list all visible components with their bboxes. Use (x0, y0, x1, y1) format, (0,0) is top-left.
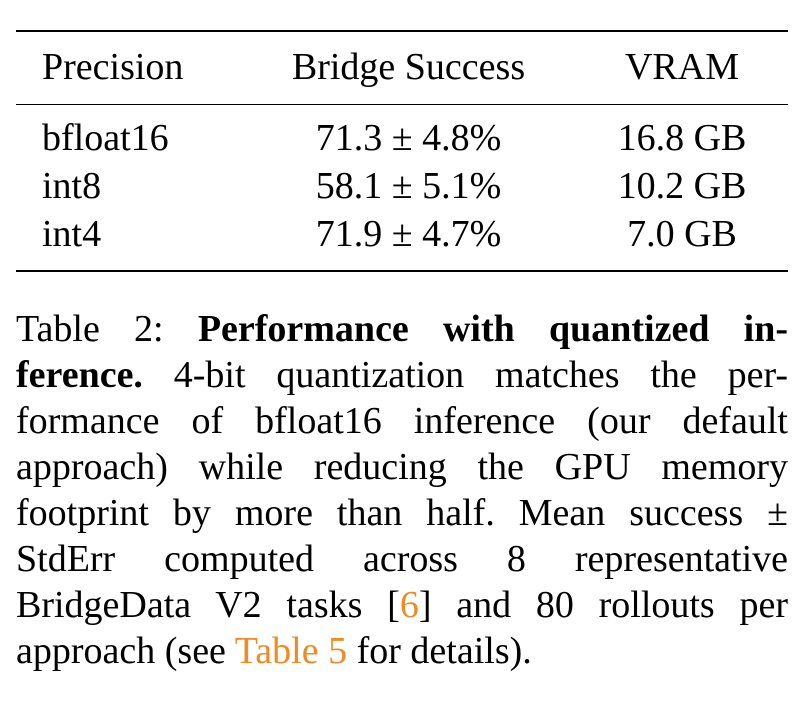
table-row: int8 58.1 ± 5.1% 10.2 GB (16, 162, 788, 210)
success-cell: 71.3 ± 4.8% (315, 117, 502, 159)
header-precision: Precision (42, 46, 184, 88)
table-5-link[interactable]: Table 5 (234, 630, 348, 672)
caption-label: Table 2: (16, 308, 164, 350)
vram-cell: 10.2 GB (617, 165, 747, 207)
table-caption: Table 2: Performance with quantized in-f… (16, 306, 788, 674)
table-top-rule (16, 30, 788, 32)
precision-cell: bfloat16 (42, 117, 169, 159)
caption-text-3: for details). (347, 630, 532, 672)
table-row: bfloat16 71.3 ± 4.8% 16.8 GB (16, 114, 788, 162)
table-body: bfloat16 71.3 ± 4.8% 16.8 GB int8 58.1 ±… (16, 105, 788, 270)
success-cell: 58.1 ± 5.1% (315, 165, 502, 207)
header-bridge-success: Bridge Success (291, 46, 526, 88)
table-header-row: Precision Bridge Success VRAM (16, 32, 788, 104)
table-bottom-rule (16, 270, 788, 272)
caption-text-1: 4-bit quantization matches the per-forma… (16, 354, 788, 626)
quantization-table: Precision Bridge Success VRAM bfloat16 7… (16, 30, 788, 272)
citation-link[interactable]: 6 (399, 584, 419, 626)
table-mid-rule (16, 104, 788, 105)
header-vram: VRAM (624, 46, 740, 88)
table-row: int4 71.9 ± 4.7% 7.0 GB (16, 210, 788, 258)
vram-cell: 7.0 GB (627, 213, 737, 255)
precision-cell: int8 (42, 165, 102, 207)
precision-cell: int4 (42, 213, 102, 255)
success-cell: 71.9 ± 4.7% (315, 213, 502, 255)
vram-cell: 16.8 GB (617, 117, 747, 159)
caption-title: Performance with quantized in-ference. (16, 308, 789, 396)
caption-text-2: ] and 80 rollouts per approach (see (16, 584, 788, 672)
